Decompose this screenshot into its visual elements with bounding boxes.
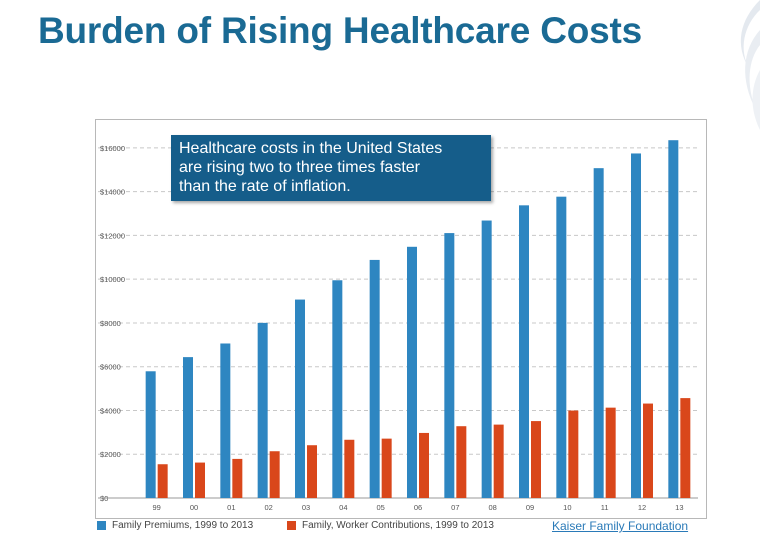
x-tick-label: 06: [414, 503, 422, 512]
bar-premiums: [220, 343, 231, 498]
y-tick-label: $4000: [100, 406, 121, 415]
x-tick-label: 03: [302, 503, 310, 512]
source-link[interactable]: Kaiser Family Foundation: [552, 519, 689, 533]
bar-premiums: [332, 280, 343, 498]
legend-item-premiums: Family Premiums, 1999 to 2013: [97, 520, 253, 531]
slide-title: Burden of Rising Healthcare Costs: [38, 10, 643, 51]
bar-premiums: [593, 168, 604, 498]
bar-premiums: [295, 299, 305, 498]
x-tick-label: 01: [227, 503, 235, 512]
bar-contributions: [643, 403, 653, 498]
bar-premiums: [257, 322, 268, 498]
bar-contributions: [307, 445, 317, 498]
callout-box: Healthcare costs in the United States ar…: [171, 135, 491, 201]
bar-premiums: [668, 140, 679, 498]
x-tick-label: 12: [638, 503, 646, 512]
x-tick-label: 13: [675, 503, 683, 512]
callout-line-3: than the rate of inflation.: [179, 178, 351, 195]
bar-contributions: [456, 426, 467, 498]
x-tick-label: 10: [563, 503, 571, 512]
legend-swatch-contributions: [287, 521, 296, 530]
bar-premiums: [556, 196, 567, 498]
x-tick-label: 02: [264, 503, 272, 512]
legend-label-premiums: Family Premiums, 1999 to 2013: [112, 520, 254, 531]
bar-premiums: [369, 259, 380, 498]
bar-contributions: [195, 462, 205, 498]
x-tick-label: 07: [451, 503, 459, 512]
bar-contributions: [680, 398, 691, 498]
y-tick-label: $2000: [100, 450, 121, 459]
legend-item-contributions: Family, Worker Contributions, 1999 to 20…: [287, 520, 494, 531]
bar-premiums: [183, 357, 193, 498]
callout-text: Healthcare costs in the United States ar…: [179, 139, 485, 196]
y-tick-label: $14000: [100, 188, 125, 197]
x-tick-label: 09: [526, 503, 534, 512]
bar-premiums: [631, 153, 641, 499]
bar-contributions: [568, 410, 579, 498]
bar-contributions: [419, 432, 429, 498]
legend-swatch-premiums: [97, 521, 106, 530]
bar-contributions: [531, 421, 541, 498]
bar-contributions: [269, 451, 280, 498]
bar-premiums: [519, 205, 529, 498]
bar-premiums: [481, 220, 492, 498]
y-tick-label: $6000: [100, 363, 121, 372]
x-tick-label: 11: [601, 503, 609, 512]
x-tick-label: 04: [339, 503, 347, 512]
callout-line-1: Healthcare costs in the United States: [179, 140, 443, 157]
bar-premiums: [145, 371, 156, 498]
decorative-swirl-graphic: [740, 0, 760, 130]
x-tick-label: 99: [152, 503, 160, 512]
y-tick-label: $12000: [100, 231, 125, 240]
bar-contributions: [605, 407, 616, 498]
x-tick-label: 05: [376, 503, 384, 512]
bar-contributions: [493, 424, 504, 498]
x-tick-label: 00: [190, 503, 198, 512]
bar-premiums: [407, 246, 417, 498]
callout-line-2: are rising two to three times faster: [179, 159, 420, 176]
legend-label-contributions: Family, Worker Contributions, 1999 to 20…: [302, 520, 494, 531]
bar-premiums: [444, 233, 455, 498]
bar-contributions: [344, 439, 355, 498]
bar-contributions: [232, 458, 243, 498]
x-tick-label: 08: [488, 503, 496, 512]
y-tick-label: $16000: [100, 144, 125, 153]
bar-contributions: [157, 464, 168, 498]
y-tick-label: $10000: [100, 275, 125, 284]
bar-contributions: [381, 438, 392, 498]
y-tick-label: $8000: [100, 319, 121, 328]
bar-chart: $0$2000$4000$6000$8000$10000$12000$14000…: [98, 140, 698, 512]
